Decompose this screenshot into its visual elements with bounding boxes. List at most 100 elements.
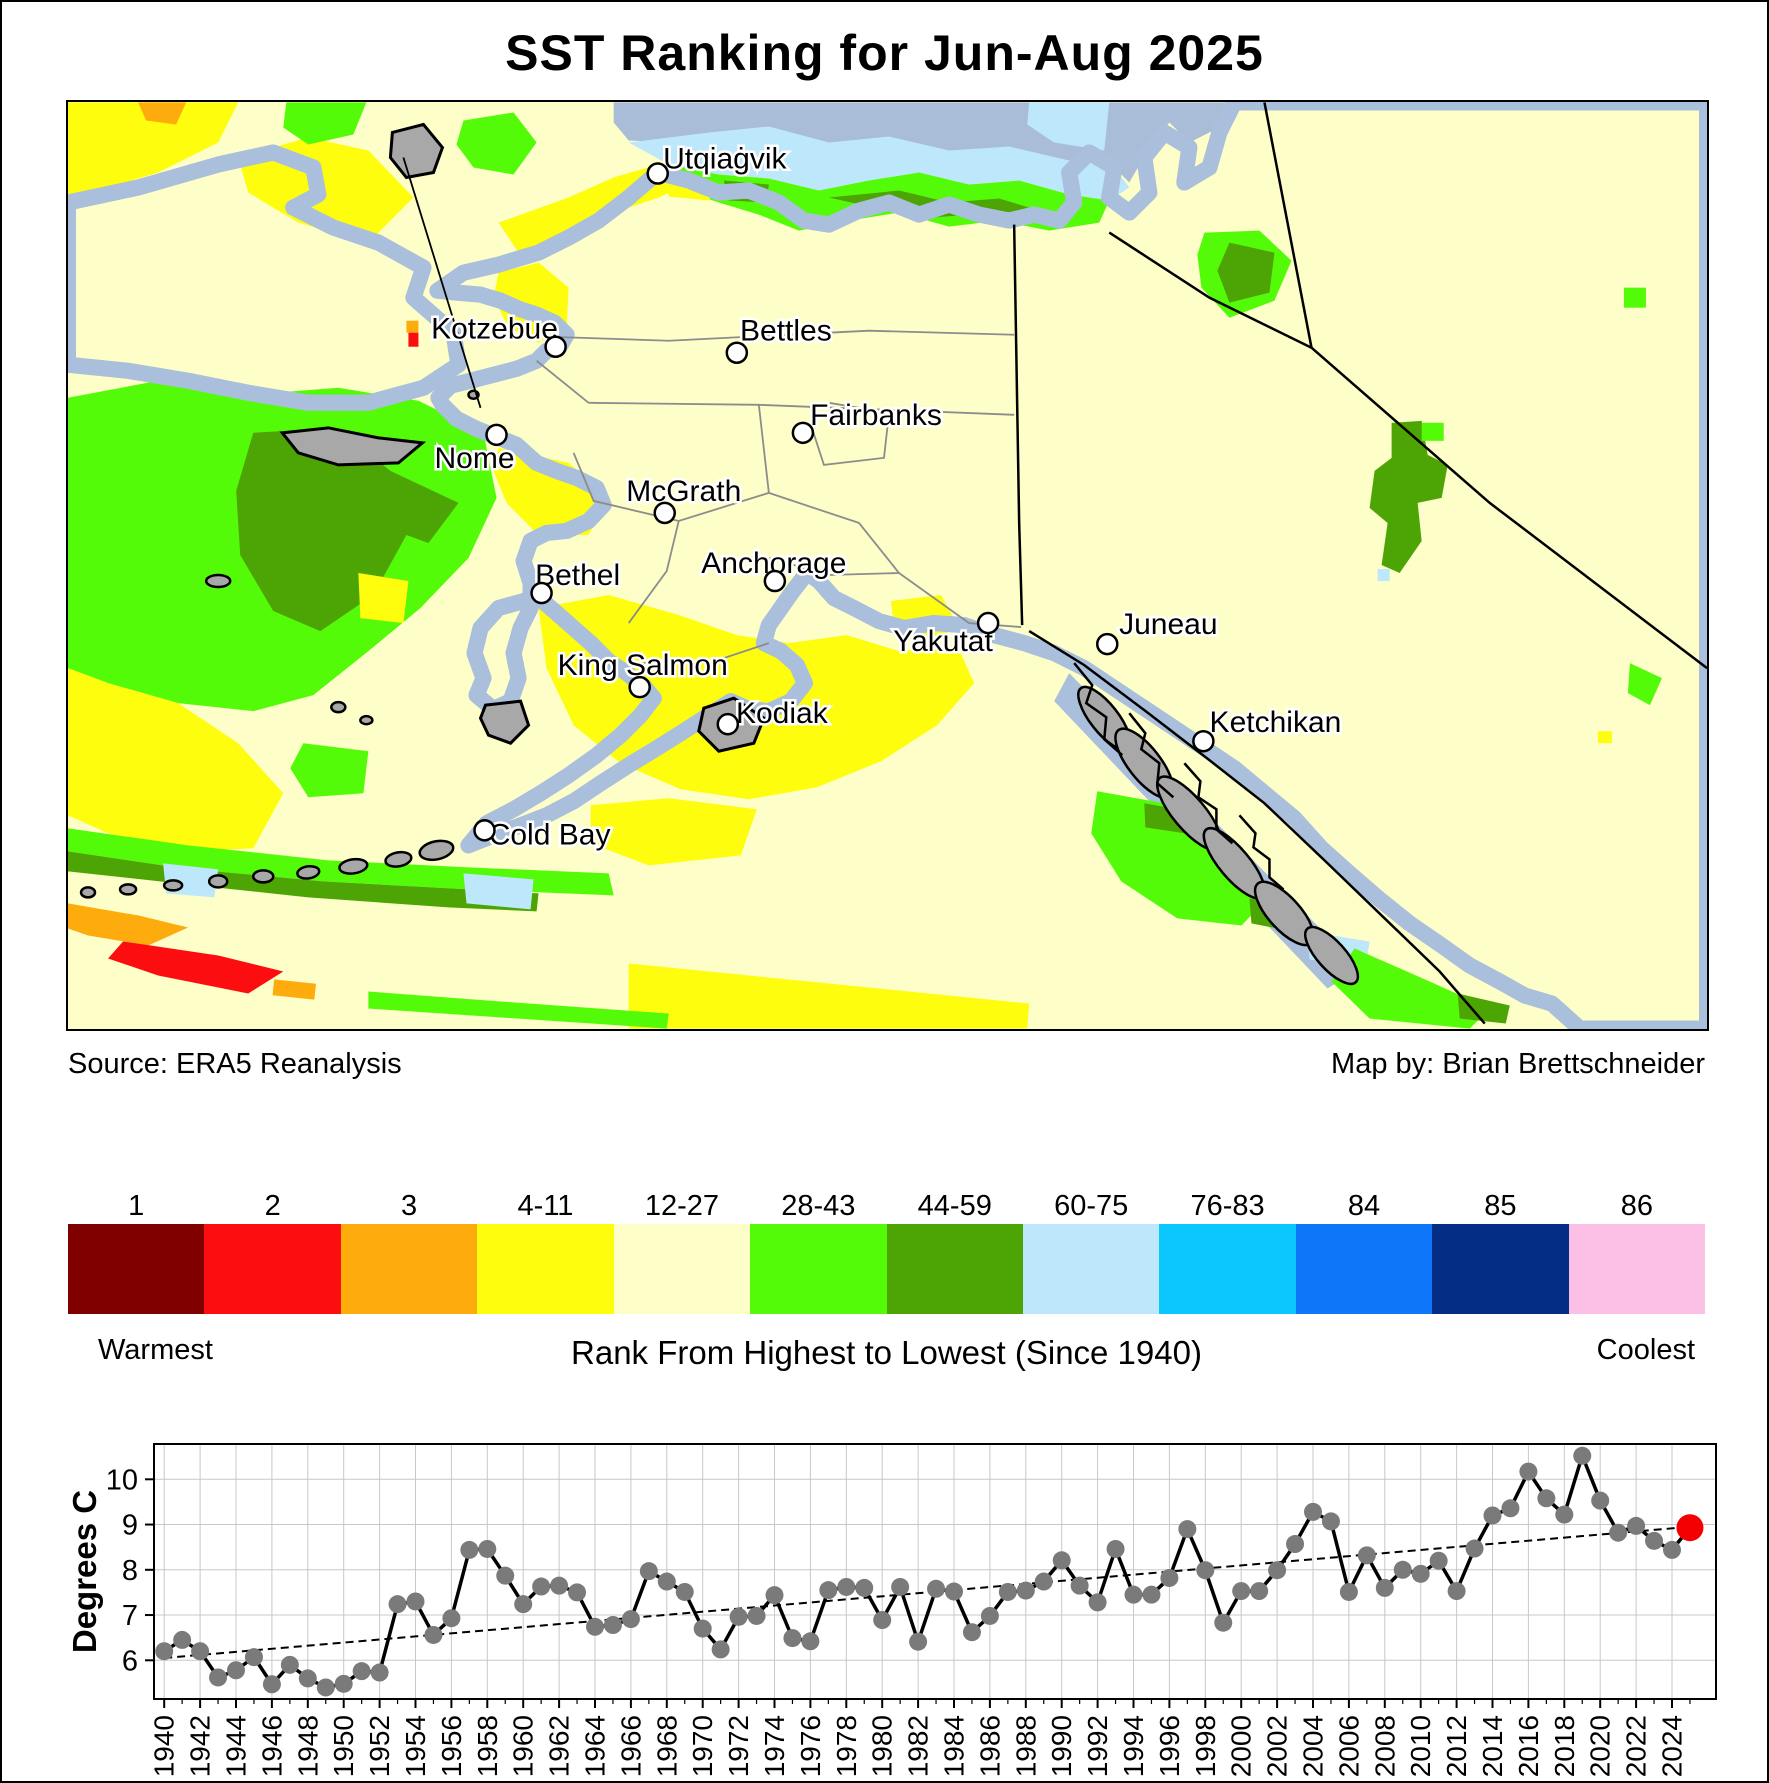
legend-color-cell xyxy=(340,1224,478,1314)
data-point xyxy=(388,1595,407,1614)
x-tick-label: 1990 xyxy=(1046,1715,1077,1777)
data-point xyxy=(1178,1520,1197,1539)
data-point xyxy=(1160,1568,1179,1587)
data-point xyxy=(1286,1535,1305,1554)
data-point xyxy=(783,1629,802,1648)
ocean-patch-red xyxy=(108,941,284,994)
city-marker-cold-bay xyxy=(473,819,496,842)
ocean-patch-yellow xyxy=(68,668,284,852)
data-point-2025-highlight xyxy=(1676,1514,1704,1542)
fjord-coast-detail xyxy=(1073,662,1285,891)
data-point xyxy=(550,1576,569,1595)
chart-axis-labels: 1940 1942 1944 1946 1948 1950 1952 1954 1956 1958… xyxy=(106,1464,1691,1777)
ocean-patch-green xyxy=(456,112,537,175)
sst-rank-map: Utqiaġvik Kotzebue Bettles Fairbanks Nome McG… xyxy=(66,100,1709,1031)
x-tick-label: 1988 xyxy=(1010,1715,1041,1777)
chart-svg: 1940 1942 1944 1946 1948 1950 1952 1954 1956 1958… xyxy=(66,1443,1717,1777)
x-tick-label: 1960 xyxy=(508,1715,539,1777)
chart-plot-border xyxy=(153,1443,1717,1700)
x-tick-label: 1962 xyxy=(544,1715,575,1777)
legend-color-cell xyxy=(1568,1224,1706,1314)
data-point xyxy=(1483,1506,1502,1525)
data-point xyxy=(945,1582,963,1601)
data-point xyxy=(1519,1462,1538,1481)
data-point xyxy=(514,1595,533,1614)
data-point xyxy=(227,1661,245,1680)
ocean-patch-ltblue xyxy=(1027,102,1110,151)
city-marker-juneau xyxy=(1096,632,1119,656)
ocean-patch-orange xyxy=(68,903,189,946)
x-tick-label: 1964 xyxy=(580,1715,611,1777)
data-point xyxy=(1501,1499,1520,1518)
city-label-cold-bay: Cold Bay xyxy=(489,818,611,851)
data-point xyxy=(1393,1560,1412,1579)
legend-class-label: 44-59 xyxy=(917,1190,992,1222)
x-tick-label: 1992 xyxy=(1082,1715,1113,1777)
data-point xyxy=(568,1583,587,1602)
aleutian-islands xyxy=(79,839,455,899)
legend-class-label: 28-43 xyxy=(781,1190,856,1222)
data-point xyxy=(765,1586,784,1605)
data-point xyxy=(962,1623,981,1642)
x-tick-label: 1958 xyxy=(472,1715,503,1777)
data-point xyxy=(1375,1578,1394,1597)
data-point xyxy=(1555,1505,1574,1524)
x-tick-label: 1970 xyxy=(687,1715,718,1777)
legend-class-label: 1 xyxy=(128,1190,145,1222)
data-point xyxy=(1052,1551,1071,1570)
sst-timeseries-chart: 1940 1942 1944 1946 1948 1950 1952 1954 1956 1958… xyxy=(66,1422,1728,1781)
city-label-kodiak: Kodiak xyxy=(736,697,829,730)
x-tick-label: 2024 xyxy=(1657,1715,1688,1777)
legend-color-cell xyxy=(613,1224,751,1314)
data-point xyxy=(1645,1531,1664,1550)
data-point xyxy=(209,1668,228,1687)
ocean-patch-yellow xyxy=(493,447,609,535)
x-tick-label: 2002 xyxy=(1262,1715,1293,1777)
x-tick-label: 1966 xyxy=(615,1715,646,1777)
data-point xyxy=(1447,1582,1466,1601)
x-tick-label: 2014 xyxy=(1477,1715,1508,1777)
legend-color-cell xyxy=(1022,1224,1160,1314)
legend-color-bar xyxy=(68,1224,1706,1314)
city-marker-kodiak xyxy=(716,712,740,736)
data-point xyxy=(747,1606,766,1625)
island-pribilof xyxy=(359,714,374,726)
data-point xyxy=(711,1640,730,1659)
data-point xyxy=(1357,1546,1376,1565)
city-marker-king-salmon xyxy=(628,675,651,699)
legend-caption-warmest: Warmest xyxy=(98,1334,213,1366)
ocean-patch-dkgreen xyxy=(236,427,459,632)
city-marker-bettles xyxy=(725,341,749,365)
ocean-patch-ltblue xyxy=(463,873,534,910)
ocean-patch-dkgreen xyxy=(1457,993,1510,1024)
data-point xyxy=(1465,1539,1484,1558)
city-label-bettles: Bettles xyxy=(740,315,832,348)
ocean-patch-green xyxy=(290,743,369,798)
data-point xyxy=(1573,1446,1592,1465)
data-point xyxy=(675,1582,694,1601)
data-point xyxy=(1142,1585,1161,1604)
data-point xyxy=(496,1566,515,1585)
legend-color-cell xyxy=(68,1224,205,1314)
x-tick-label: 1982 xyxy=(903,1715,934,1777)
island-nunivak xyxy=(478,699,531,745)
x-tick-label: 2020 xyxy=(1585,1715,1616,1777)
city-label-yakutat: Yakutat xyxy=(893,625,993,658)
canada-interior-patches xyxy=(1197,230,1666,744)
data-point xyxy=(532,1577,551,1596)
city-marker-kotzebue xyxy=(544,335,567,358)
x-tick-label: 2018 xyxy=(1549,1715,1580,1777)
legend-color-cell xyxy=(1295,1224,1433,1314)
x-tick-label: 1950 xyxy=(328,1715,359,1777)
data-point xyxy=(460,1540,479,1559)
city-label-fairbanks: Fairbanks xyxy=(810,399,942,432)
city-marker-utqiagvik xyxy=(646,162,669,185)
city-marker-mcgrath xyxy=(653,501,676,525)
data-point xyxy=(191,1642,210,1661)
data-point xyxy=(693,1619,712,1638)
data-point xyxy=(173,1630,192,1649)
ocean-patch-yellow xyxy=(68,102,239,195)
x-tick-label: 1978 xyxy=(831,1715,862,1777)
legend-color-cell xyxy=(1159,1224,1296,1314)
y-tick-label: 6 xyxy=(122,1645,138,1677)
